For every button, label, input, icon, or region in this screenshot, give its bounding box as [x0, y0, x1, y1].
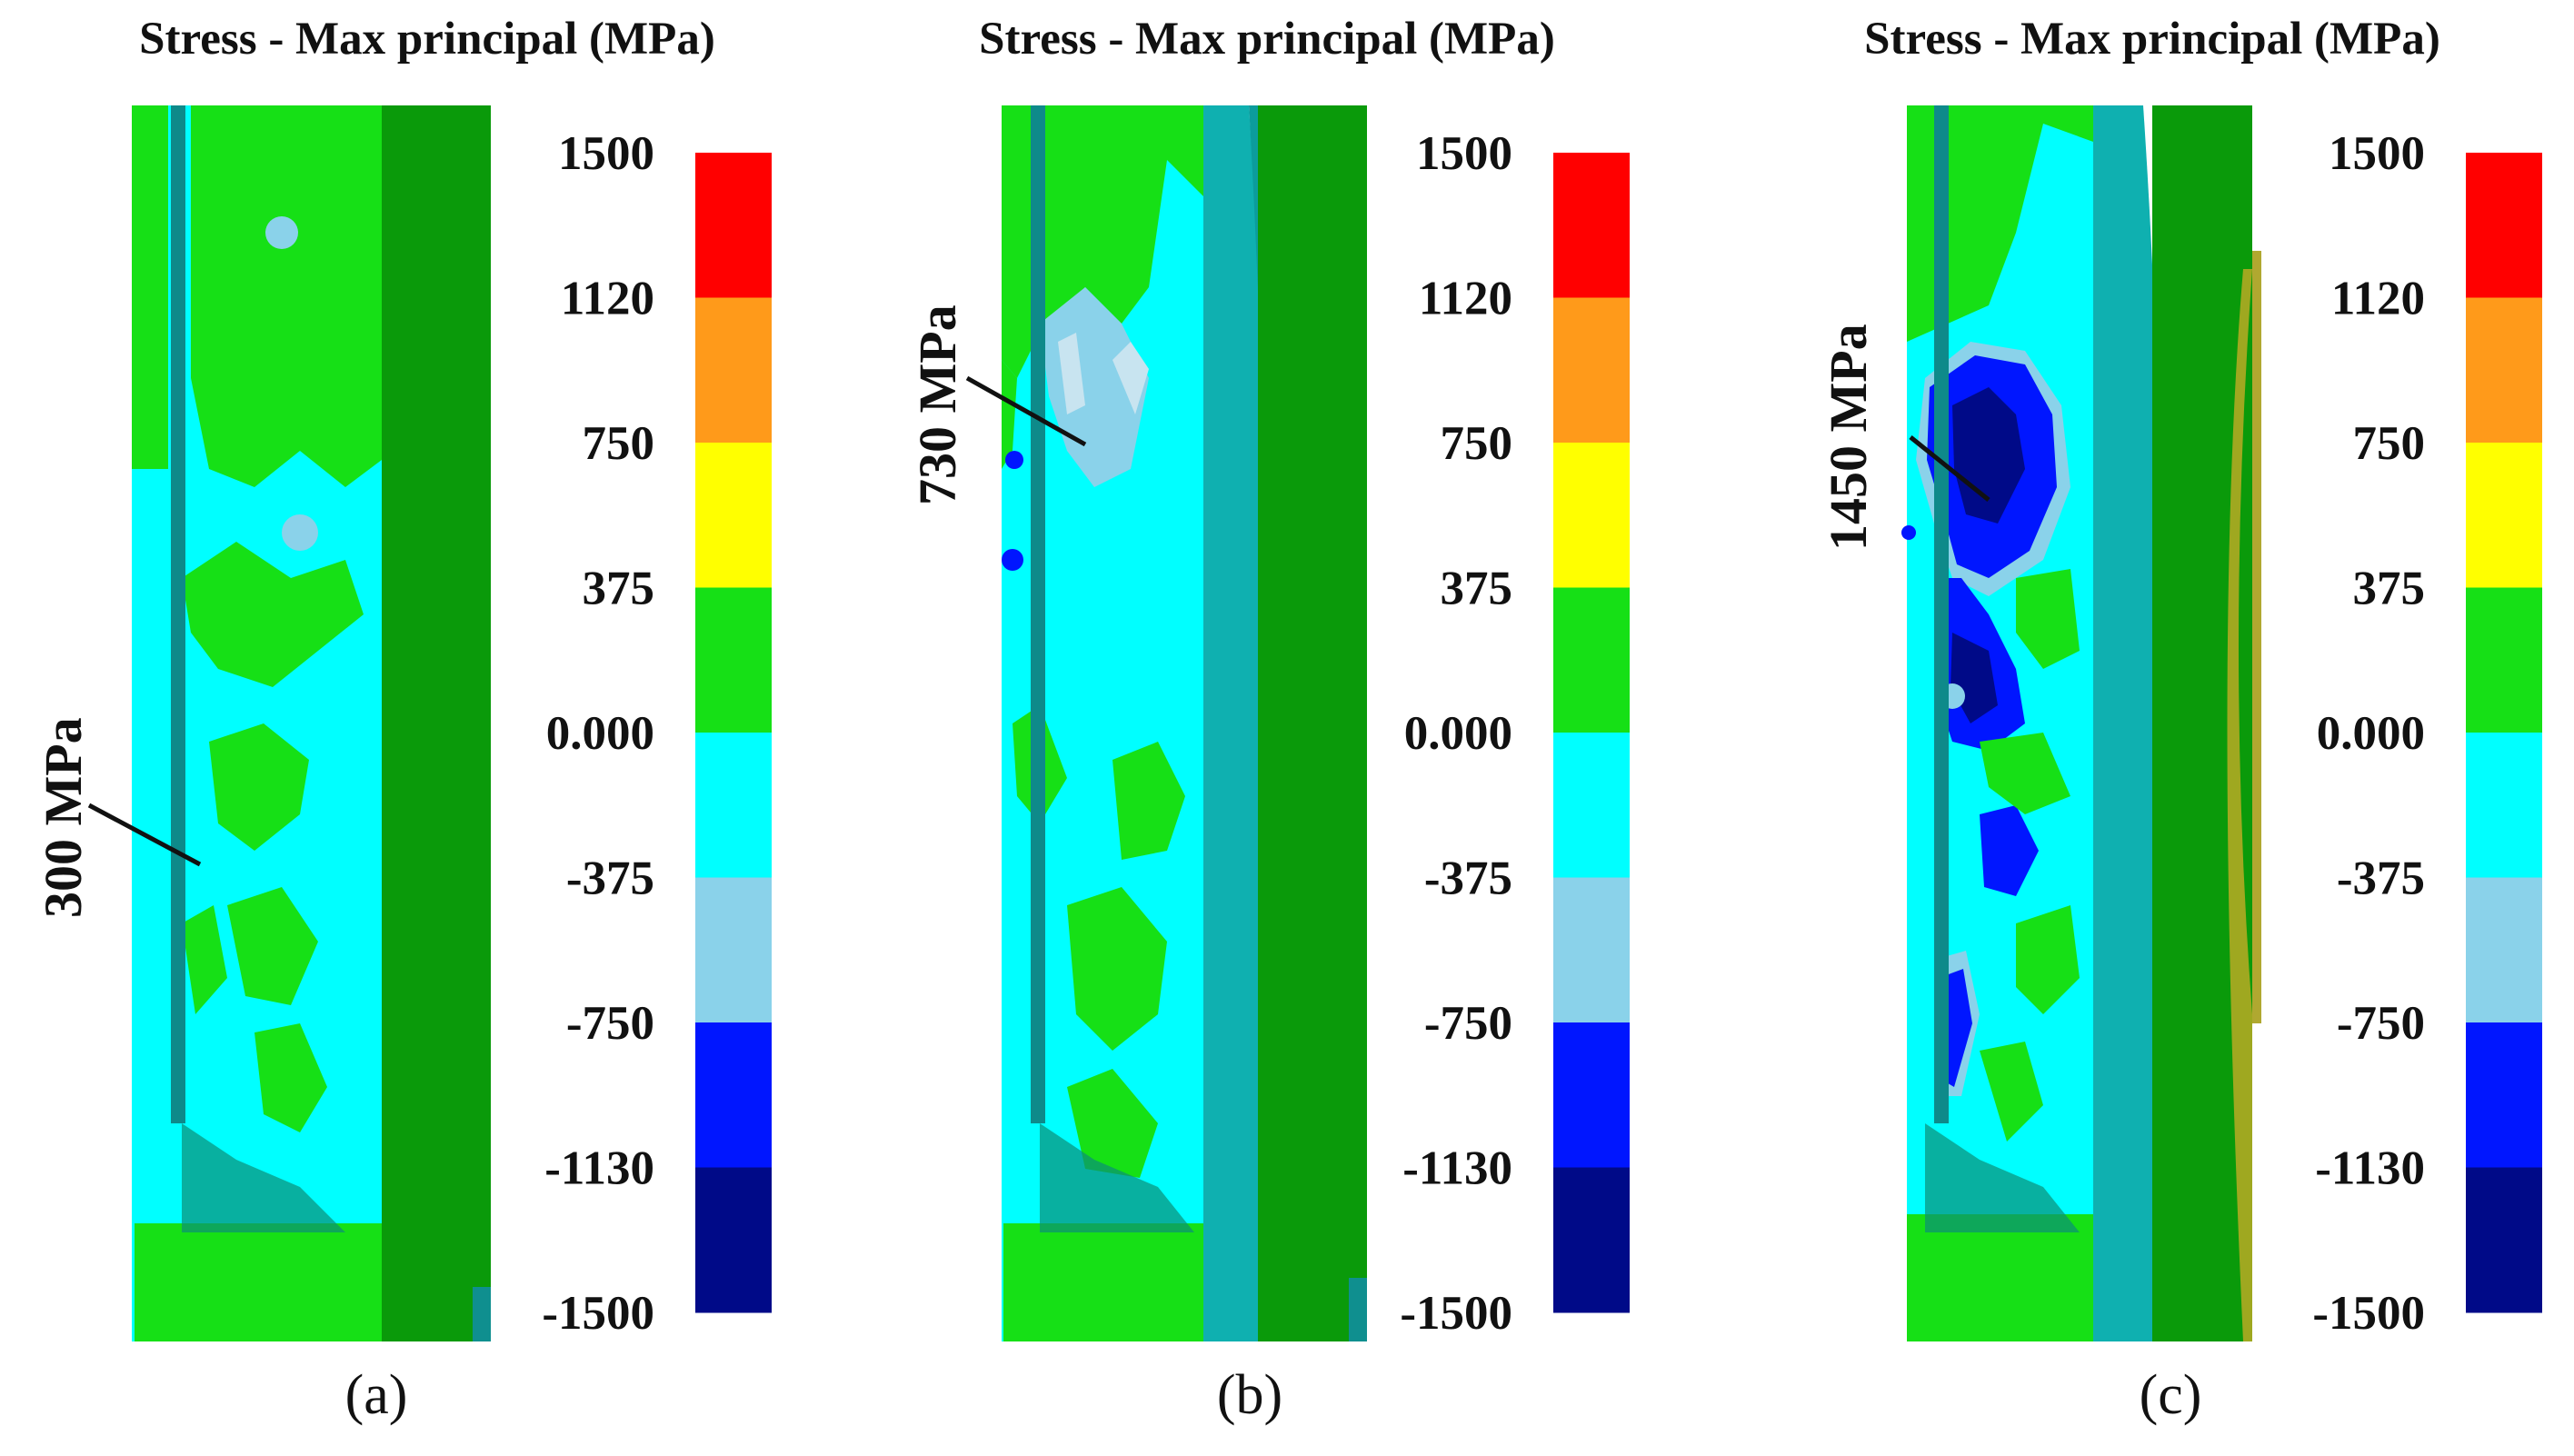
colorbar-tick-label: 1500: [558, 127, 654, 180]
colorbar-tick-label: 1120: [2331, 273, 2425, 325]
panel-b: Stress - Max principal (MPa) 1500 1120 750…: [858, 0, 1716, 1456]
colorbar-segment: [1553, 587, 1630, 733]
colorbar-tick-label: 0.000: [1404, 707, 1512, 760]
annotation-label: 300 MPa: [34, 717, 93, 918]
colorbar-tick-label: -375: [1424, 853, 1512, 905]
colorbar: 1500 1120 750 375 0.000 -375 -750 -1130 -1500: [2312, 127, 2542, 1340]
colorbar-tick-label: -1130: [2315, 1142, 2425, 1195]
colorbar-segment: [695, 297, 772, 444]
stress-contour-plot: 1500 1120 750 375 0.000 -375 -750 -1130 -1500: [1901, 105, 2542, 1341]
colorbar-tick-label: 0.000: [2317, 707, 2425, 760]
panel-caption: (b): [1216, 1364, 1283, 1426]
colorbar-tick-label: 750: [583, 417, 655, 470]
colorbar-tick-label: 375: [583, 563, 655, 615]
colorbar-segment: [2466, 877, 2542, 1023]
stress-contour-plot: 1500 1120 750 375 0.000 -375 -750 -1130 -1500: [87, 105, 772, 1341]
colorbar-tick-label: -1500: [2312, 1287, 2425, 1340]
colorbar-tick-label: -1130: [1402, 1142, 1512, 1195]
colorbar-segment: [695, 877, 772, 1023]
colorbar-segment: [695, 1167, 772, 1313]
colorbar-segment: [1553, 1022, 1630, 1168]
colorbar-segment: [2466, 733, 2542, 878]
colorbar-tick-label: -1130: [544, 1142, 654, 1195]
colorbar-segment: [2466, 1022, 2542, 1168]
colorbar-tick-label: 375: [1441, 563, 1513, 615]
colorbar-segment: [2466, 153, 2542, 298]
colorbar-tick-label: 1120: [1419, 273, 1512, 325]
annotation-label: 730 MPa: [908, 304, 967, 505]
colorbar-tick-label: 1500: [2329, 127, 2425, 180]
colorbar-segment: [695, 443, 772, 588]
colorbar-segment: [2466, 443, 2542, 588]
colorbar-tick-label: -375: [566, 853, 654, 905]
colorbar-tick-label: -750: [2337, 997, 2425, 1050]
annotation-label: 1450 MPa: [1819, 324, 1878, 551]
colorbar-tick-label: 1120: [561, 273, 654, 325]
colorbar-segment: [2466, 587, 2542, 733]
panel-title: Stress - Max principal (MPa): [979, 14, 1555, 65]
colorbar-tick-label: -750: [1424, 997, 1512, 1050]
colorbar-segment: [2466, 297, 2542, 444]
colorbar-segment: [695, 587, 772, 733]
panel-c: Stress - Max principal (MPa) 1500 1120 7: [1716, 0, 2574, 1456]
panel-a: Stress - Max principal (MPa) 1500 1120 750…: [0, 0, 858, 1456]
colorbar-tick-label: -750: [566, 997, 654, 1050]
colorbar-tick-label: -1500: [542, 1287, 654, 1340]
colorbar-segment: [695, 153, 772, 298]
panel-title: Stress - Max principal (MPa): [1864, 14, 2440, 65]
panel-caption: (a): [344, 1364, 408, 1426]
colorbar-tick-label: 750: [1441, 417, 1513, 470]
colorbar-tick-label: 1500: [1416, 127, 1512, 180]
panel-title: Stress - Max principal (MPa): [139, 14, 715, 65]
colorbar: 1500 1120 750 375 0.000 -375 -750 -1130 -1500: [1400, 127, 1630, 1340]
colorbar-tick-label: 375: [2353, 563, 2426, 615]
colorbar-segment: [1553, 1167, 1630, 1313]
colorbar-segment: [1553, 153, 1630, 298]
colorbar-segment: [1553, 733, 1630, 878]
colorbar-segment: [695, 1022, 772, 1168]
colorbar-tick-label: -375: [2337, 853, 2425, 905]
colorbar-tick-label: -1500: [1400, 1287, 1512, 1340]
colorbar-tick-label: 750: [2353, 417, 2426, 470]
colorbar-segment: [1553, 877, 1630, 1023]
colorbar-tick-label: 0.000: [546, 707, 654, 760]
colorbar-segment: [695, 733, 772, 878]
stress-contour-plot: 1500 1120 750 375 0.000 -375 -750 -1130 -1500: [965, 105, 1630, 1341]
panel-caption: (c): [2139, 1364, 2202, 1426]
colorbar-segment: [1553, 443, 1630, 588]
colorbar-segment: [2466, 1167, 2542, 1313]
colorbar: 1500 1120 750 375 0.000 -375 -750 -1130 -1500: [542, 127, 772, 1340]
colorbar-segment: [1553, 297, 1630, 444]
